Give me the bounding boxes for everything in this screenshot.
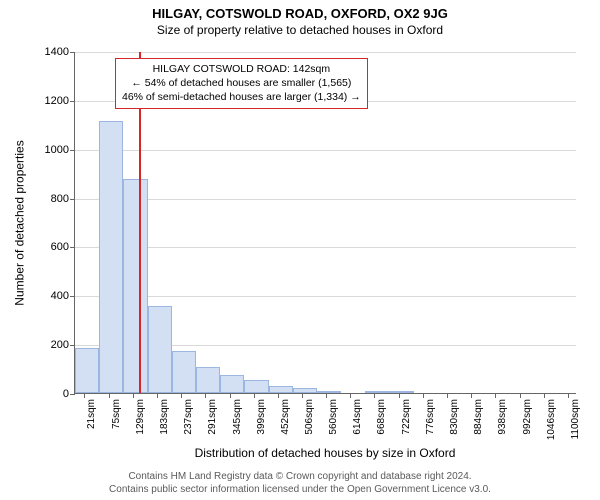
x-tick-mark: [230, 393, 231, 398]
x-tick-label: 884sqm: [473, 399, 484, 435]
x-axis-label: Distribution of detached houses by size …: [74, 446, 576, 460]
x-tick-label: 506sqm: [304, 399, 315, 435]
footer-line-2: Contains public sector information licen…: [0, 483, 600, 496]
x-tick-mark: [84, 393, 85, 398]
x-tick-mark: [205, 393, 206, 398]
x-tick-label: 345sqm: [232, 399, 243, 435]
histogram-bar: [148, 306, 172, 393]
y-axis-label: Number of detached properties: [12, 52, 28, 394]
gridline: [75, 150, 576, 151]
histogram-plot: 020040060080010001200140021sqm75sqm129sq…: [74, 52, 576, 394]
x-tick-mark: [181, 393, 182, 398]
annotation-line: 46% of semi-detached houses are larger (…: [122, 90, 361, 104]
x-tick-mark: [447, 393, 448, 398]
y-tick-label: 800: [51, 193, 75, 205]
x-tick-mark: [374, 393, 375, 398]
y-tick-label: 1400: [45, 46, 75, 58]
y-tick-label: 1000: [45, 144, 75, 156]
x-tick-mark: [544, 393, 545, 398]
x-tick-mark: [326, 393, 327, 398]
x-tick-label: 1100sqm: [570, 399, 581, 439]
x-tick-label: 560sqm: [328, 399, 339, 435]
y-tick-label: 0: [63, 388, 75, 400]
histogram-bar: [317, 391, 341, 393]
x-tick-label: 452sqm: [280, 399, 291, 435]
x-tick-mark: [520, 393, 521, 398]
x-tick-label: 614sqm: [352, 399, 363, 435]
x-tick-label: 992sqm: [522, 399, 533, 435]
x-tick-mark: [157, 393, 158, 398]
gridline: [75, 296, 576, 297]
histogram-bar: [172, 351, 196, 393]
histogram-bar: [293, 388, 317, 393]
x-tick-label: 830sqm: [449, 399, 460, 435]
x-tick-mark: [471, 393, 472, 398]
x-tick-label: 1046sqm: [546, 399, 557, 440]
y-tick-label: 400: [51, 290, 75, 302]
gridline: [75, 199, 576, 200]
x-tick-mark: [399, 393, 400, 398]
x-tick-mark: [568, 393, 569, 398]
histogram-bar: [365, 391, 389, 393]
x-tick-mark: [495, 393, 496, 398]
footer-attribution: Contains HM Land Registry data © Crown c…: [0, 470, 600, 496]
x-tick-mark: [278, 393, 279, 398]
annotation-box: HILGAY COTSWOLD ROAD: 142sqm← 54% of det…: [115, 58, 368, 109]
x-tick-label: 237sqm: [183, 399, 194, 435]
chart-subtitle: Size of property relative to detached ho…: [0, 21, 600, 39]
x-tick-mark: [350, 393, 351, 398]
x-tick-mark: [109, 393, 110, 398]
annotation-line: ← 54% of detached houses are smaller (1,…: [122, 76, 361, 90]
histogram-bar: [123, 179, 147, 393]
annotation-line: HILGAY COTSWOLD ROAD: 142sqm: [122, 62, 361, 76]
x-tick-label: 75sqm: [111, 399, 122, 429]
histogram-bar: [220, 375, 244, 393]
histogram-bar: [269, 386, 293, 393]
histogram-bar: [75, 348, 99, 393]
histogram-bar: [244, 380, 268, 393]
x-tick-mark: [302, 393, 303, 398]
histogram-bar: [196, 367, 220, 393]
y-tick-label: 1200: [45, 95, 75, 107]
footer-line-1: Contains HM Land Registry data © Crown c…: [0, 470, 600, 483]
x-tick-label: 183sqm: [159, 399, 170, 435]
y-tick-label: 600: [51, 241, 75, 253]
y-tick-label: 200: [51, 339, 75, 351]
x-tick-mark: [423, 393, 424, 398]
gridline: [75, 247, 576, 248]
x-tick-label: 722sqm: [401, 399, 412, 435]
gridline: [75, 52, 576, 53]
x-tick-label: 291sqm: [207, 399, 218, 435]
histogram-bar: [99, 121, 123, 393]
x-tick-label: 21sqm: [86, 399, 97, 429]
chart-title: HILGAY, COTSWOLD ROAD, OXFORD, OX2 9JG: [0, 0, 600, 21]
histogram-bar: [390, 391, 414, 393]
x-tick-label: 938sqm: [497, 399, 508, 435]
x-tick-label: 776sqm: [425, 399, 436, 435]
x-tick-mark: [254, 393, 255, 398]
x-tick-label: 129sqm: [135, 399, 146, 435]
x-tick-label: 399sqm: [256, 399, 267, 435]
x-tick-label: 668sqm: [376, 399, 387, 435]
x-tick-mark: [133, 393, 134, 398]
